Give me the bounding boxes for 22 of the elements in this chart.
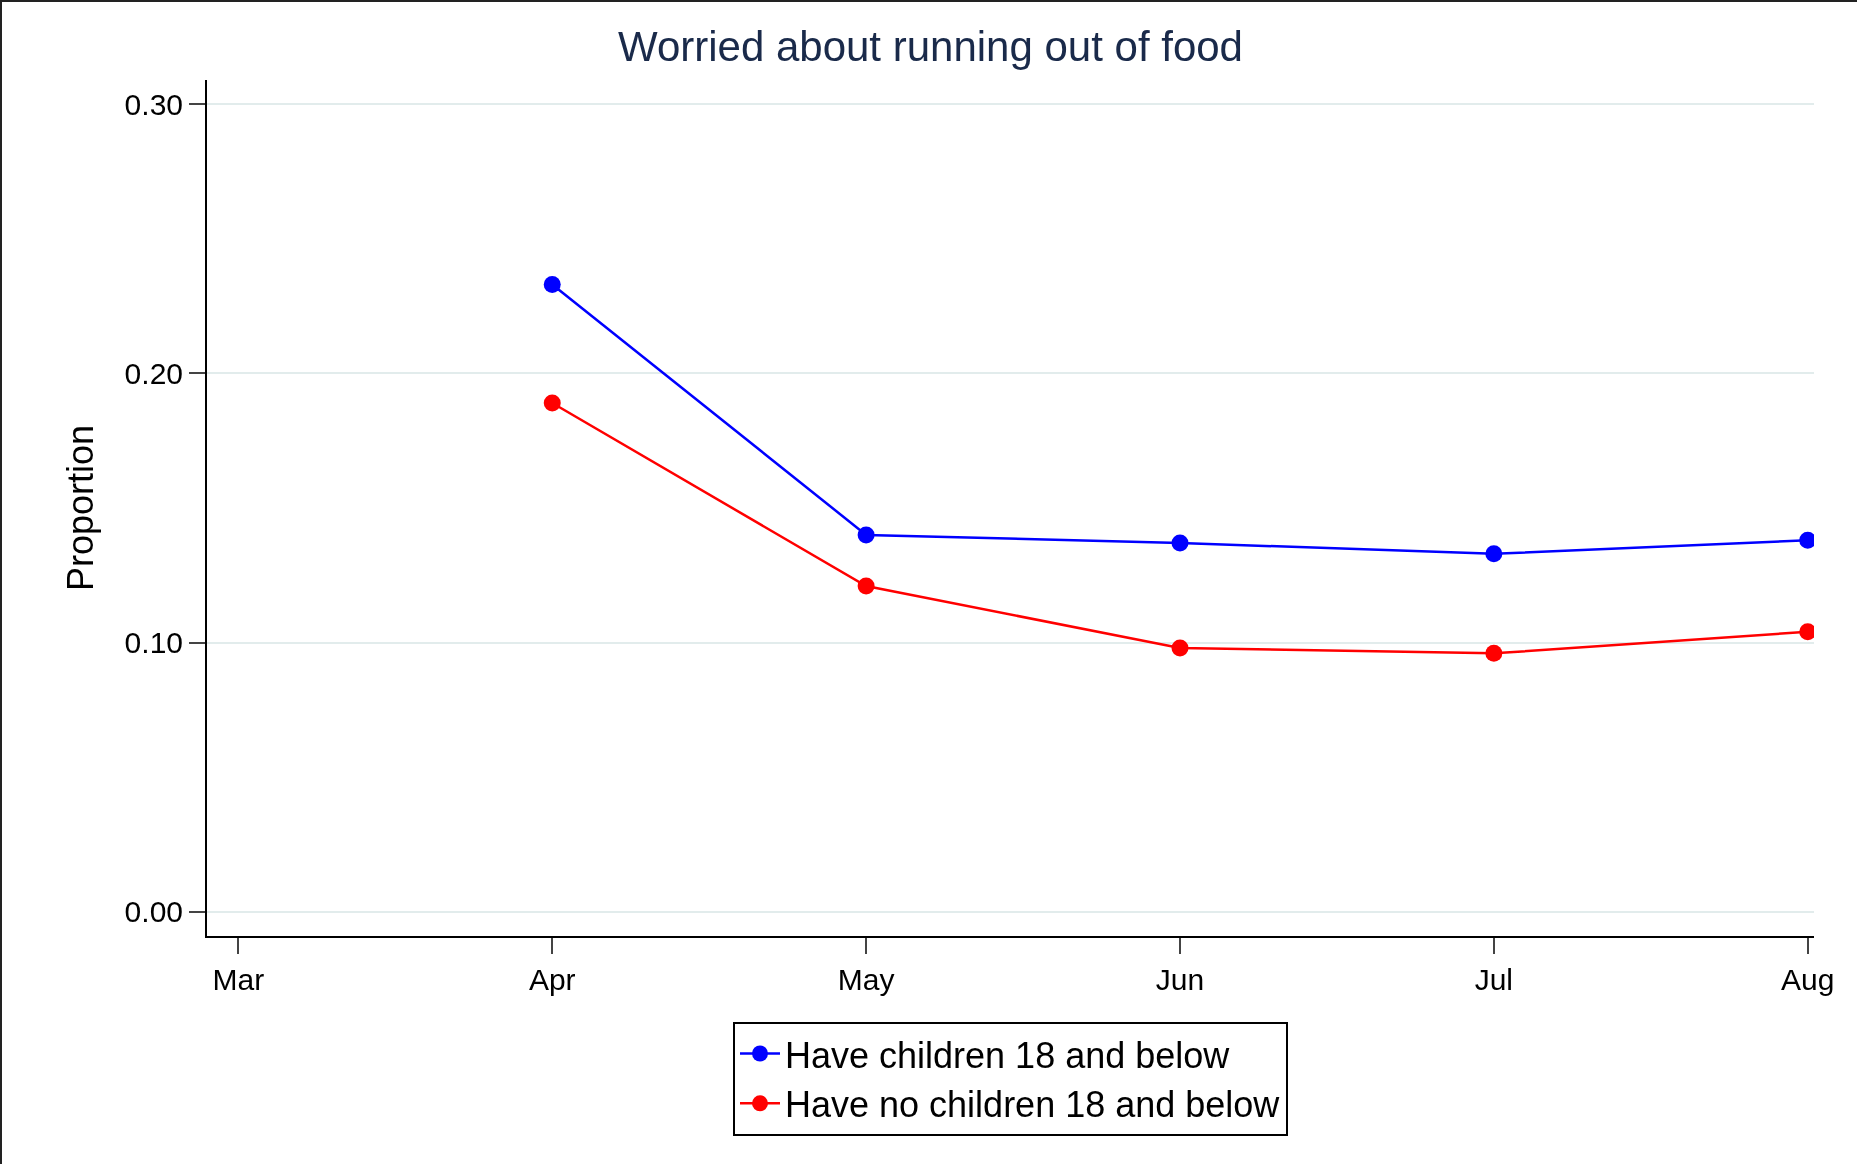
x-tick-label: Aug <box>1781 963 1835 996</box>
x-tick-label: May <box>837 963 895 996</box>
chart-title: Worried about running out of food <box>618 22 1243 70</box>
y-tick-label: 0.00 <box>124 895 183 929</box>
point <box>543 394 561 412</box>
x-tick-label: Mar <box>212 963 265 996</box>
point <box>543 276 561 294</box>
point <box>1171 534 1189 552</box>
x-tick-label: Jun <box>1155 963 1205 996</box>
y-tick-label: 0.10 <box>124 626 183 660</box>
legend-label: Have children 18 and below <box>785 1034 1231 1076</box>
point <box>1485 644 1503 662</box>
point <box>857 577 875 595</box>
point <box>1485 545 1503 563</box>
point <box>1171 639 1189 657</box>
legend-label: Have no children 18 and below <box>785 1084 1281 1126</box>
y-tick-label: 0.30 <box>124 87 183 121</box>
x-tick-label: Apr <box>528 963 576 996</box>
y-axis-title: Proportion <box>60 424 102 592</box>
y-tick-label: 0.20 <box>124 356 183 390</box>
x-tick-label: Jul <box>1474 963 1514 996</box>
point <box>857 526 875 544</box>
